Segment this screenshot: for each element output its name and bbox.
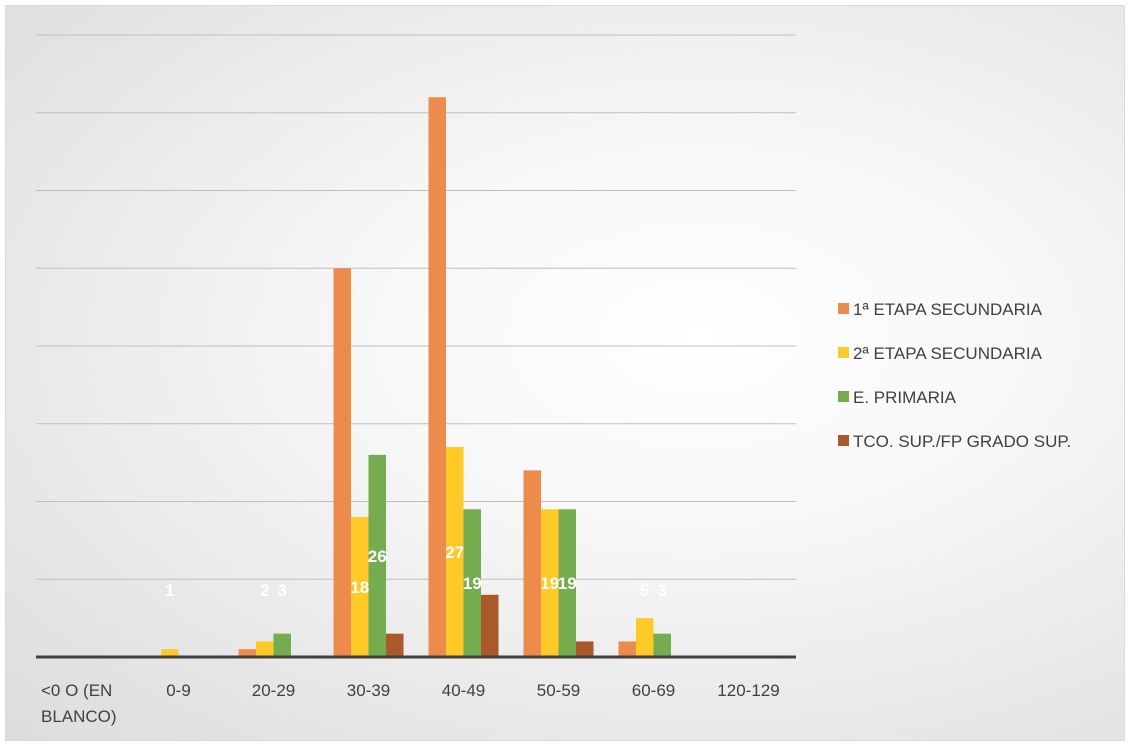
legend-swatch [838, 347, 849, 358]
bar [273, 633, 291, 657]
x-tick-label: <0 O (EN BLANCO) [41, 681, 117, 726]
legend-label: 2ª ETAPA SECUNDARIA [853, 344, 1043, 363]
data-label: 26 [368, 547, 387, 566]
legend-swatch [838, 303, 849, 314]
legend: 1ª ETAPA SECUNDARIA 2ª ETAPA SECUNDARIA E.… [838, 300, 1071, 451]
data-label: 19 [463, 574, 482, 593]
bar [463, 509, 481, 657]
bar [161, 649, 179, 657]
bar [351, 517, 369, 657]
legend-label: 1ª ETAPA SECUNDARIA [853, 300, 1043, 319]
bar [481, 594, 499, 657]
legend-label: E. PRIMARIA [853, 388, 957, 407]
data-label: 2 [260, 581, 269, 600]
data-label: 27 [445, 543, 464, 562]
x-tick-label: 30-39 [347, 681, 390, 700]
bar [653, 633, 671, 657]
x-tick-label: 20-29 [252, 681, 295, 700]
x-tick-label: 50-59 [537, 681, 580, 700]
bar [446, 447, 464, 657]
legend-swatch [838, 435, 849, 446]
bar [636, 618, 654, 657]
x-tick-label: 120-129 [717, 681, 779, 700]
x-tick-label: 40-49 [442, 681, 485, 700]
x-axis: <0 O (EN BLANCO) 0-9 20-29 30-39 40-49 50-59 60… [36, 655, 796, 726]
bar [541, 509, 559, 657]
bars [161, 97, 671, 657]
bar [576, 641, 594, 657]
x-tick-label: 60-69 [632, 681, 675, 700]
data-label: 18 [350, 578, 369, 597]
bar [368, 454, 386, 657]
legend-swatch [838, 391, 849, 402]
bar [558, 509, 576, 657]
legend-label: TCO. SUP./FP GRADO SUP. [853, 432, 1071, 451]
bar [386, 633, 404, 657]
bar [523, 470, 541, 657]
bar [238, 649, 256, 657]
bar [428, 97, 446, 657]
data-label: 19 [540, 574, 559, 593]
data-label: 1 [165, 581, 174, 600]
gridlines [36, 34, 796, 580]
data-label: 5 [640, 581, 649, 600]
data-label: 3 [658, 581, 667, 600]
bar [256, 641, 274, 657]
bar [333, 268, 351, 657]
bar [618, 641, 636, 657]
data-label: 19 [558, 574, 577, 593]
data-label: 3 [278, 581, 287, 600]
x-tick-label: 0-9 [166, 681, 191, 700]
